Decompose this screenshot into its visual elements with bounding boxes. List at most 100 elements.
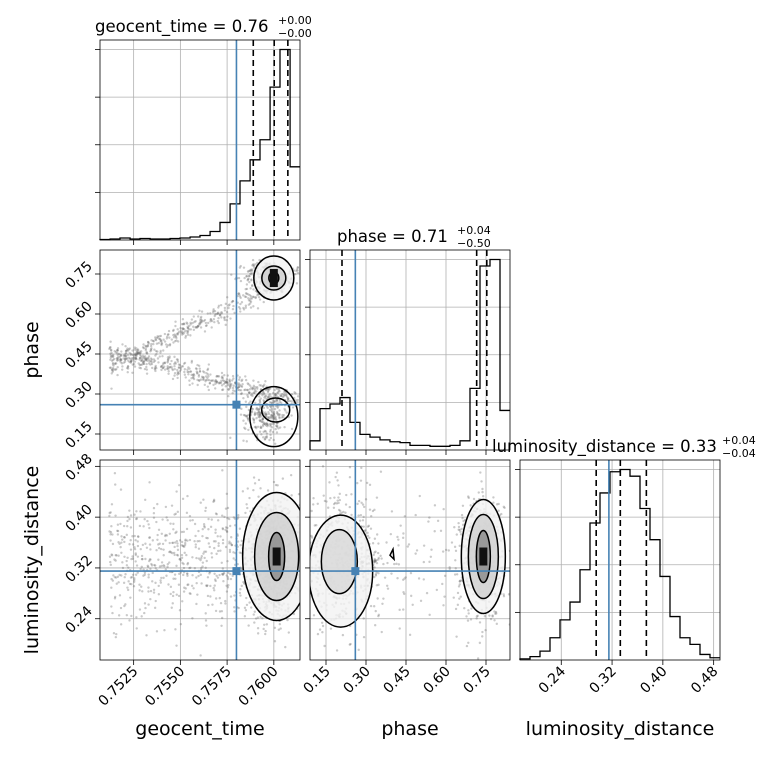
sample-point <box>276 391 280 394</box>
sample-point <box>455 533 459 536</box>
sample-point <box>192 372 195 376</box>
sample-point <box>238 527 242 530</box>
sample-point <box>189 592 192 596</box>
sample-point <box>243 414 247 417</box>
sample-point <box>439 529 443 533</box>
sample-point <box>247 293 250 296</box>
sample-point <box>135 616 138 619</box>
sample-point <box>206 376 209 380</box>
sample-point <box>167 358 170 361</box>
sample-point <box>247 391 251 394</box>
sample-point <box>220 616 224 620</box>
sample-point <box>251 264 254 267</box>
sample-point <box>263 395 267 398</box>
sample-point <box>213 310 217 313</box>
sample-point <box>124 603 127 606</box>
x-tick-label-luminosity_distance: 0.48 <box>688 664 721 697</box>
sample-point <box>364 529 367 532</box>
sample-point <box>196 325 200 328</box>
sample-point <box>133 346 137 349</box>
x-tick-label-phase: 0.45 <box>380 664 413 697</box>
x-tick-label-luminosity_distance: 0.32 <box>587 664 620 697</box>
sample-point <box>259 419 262 423</box>
sample-point <box>373 560 376 563</box>
sample-point <box>136 571 139 574</box>
sample-point <box>302 536 304 538</box>
sample-point <box>171 377 175 381</box>
sample-point <box>269 405 272 408</box>
sample-point <box>153 564 157 567</box>
sample-point <box>168 362 172 366</box>
sample-point <box>188 367 191 370</box>
sample-point <box>193 539 196 543</box>
sample-point <box>258 384 261 387</box>
sample-point <box>360 501 363 505</box>
sample-point <box>218 381 221 384</box>
sample-point <box>406 545 409 548</box>
sample-point <box>492 496 495 499</box>
sample-point <box>184 334 188 338</box>
sample-point <box>171 602 174 605</box>
sample-point <box>243 295 247 298</box>
sample-point <box>460 513 464 517</box>
sample-point <box>191 556 194 559</box>
sample-point <box>110 577 113 581</box>
sample-point <box>122 524 126 528</box>
sample-point <box>179 366 183 370</box>
sample-point <box>377 572 380 575</box>
sample-point <box>398 608 401 612</box>
sample-point <box>250 297 254 300</box>
y-tick-label-luminosity_distance: 0.32 <box>62 552 95 585</box>
sample-point <box>149 357 153 360</box>
sample-point <box>271 411 274 415</box>
sample-point <box>184 329 187 333</box>
sample-point <box>244 388 247 391</box>
sample-point <box>165 337 169 340</box>
sample-point <box>182 566 186 570</box>
sample-point <box>403 515 407 518</box>
sample-point <box>136 351 139 354</box>
hist-panel-geocent_time <box>95 39 301 245</box>
sample-point <box>239 392 243 396</box>
sample-point <box>213 572 216 575</box>
sample-point <box>278 415 281 419</box>
sample-point <box>454 549 458 553</box>
x-tick-label-geocent_time: 0.7525 <box>96 664 142 710</box>
sample-point <box>253 391 256 394</box>
sample-point <box>250 393 253 397</box>
sample-point <box>226 559 229 563</box>
sample-point <box>258 411 261 414</box>
sample-point <box>179 622 183 626</box>
sample-point <box>366 534 370 538</box>
sample-point <box>205 372 208 375</box>
sample-point <box>295 269 298 273</box>
sample-point <box>159 581 163 584</box>
sample-point <box>134 552 137 555</box>
sample-point <box>204 612 207 615</box>
sample-point <box>307 572 309 574</box>
sample-point <box>163 368 167 371</box>
sample-point <box>227 388 230 391</box>
sample-point <box>397 563 401 566</box>
sample-point <box>253 387 257 391</box>
sample-point <box>273 407 277 411</box>
sample-point <box>146 340 150 344</box>
sample-point <box>382 562 385 566</box>
sample-point <box>177 583 181 586</box>
sample-point <box>192 328 196 332</box>
sample-point <box>178 572 181 576</box>
sample-point <box>109 340 112 343</box>
sample-point <box>425 591 429 595</box>
sample-point <box>373 557 376 561</box>
sample-point <box>375 496 379 499</box>
sample-point <box>157 528 161 531</box>
sample-point <box>136 351 139 355</box>
sample-point <box>260 415 263 418</box>
sample-point <box>458 580 462 583</box>
sample-point <box>123 555 126 559</box>
x-tick-label-geocent_time: 0.7575 <box>189 664 235 710</box>
sample-point <box>248 496 251 500</box>
sample-point <box>448 567 451 571</box>
sample-point <box>472 497 476 501</box>
sample-point <box>255 433 259 437</box>
